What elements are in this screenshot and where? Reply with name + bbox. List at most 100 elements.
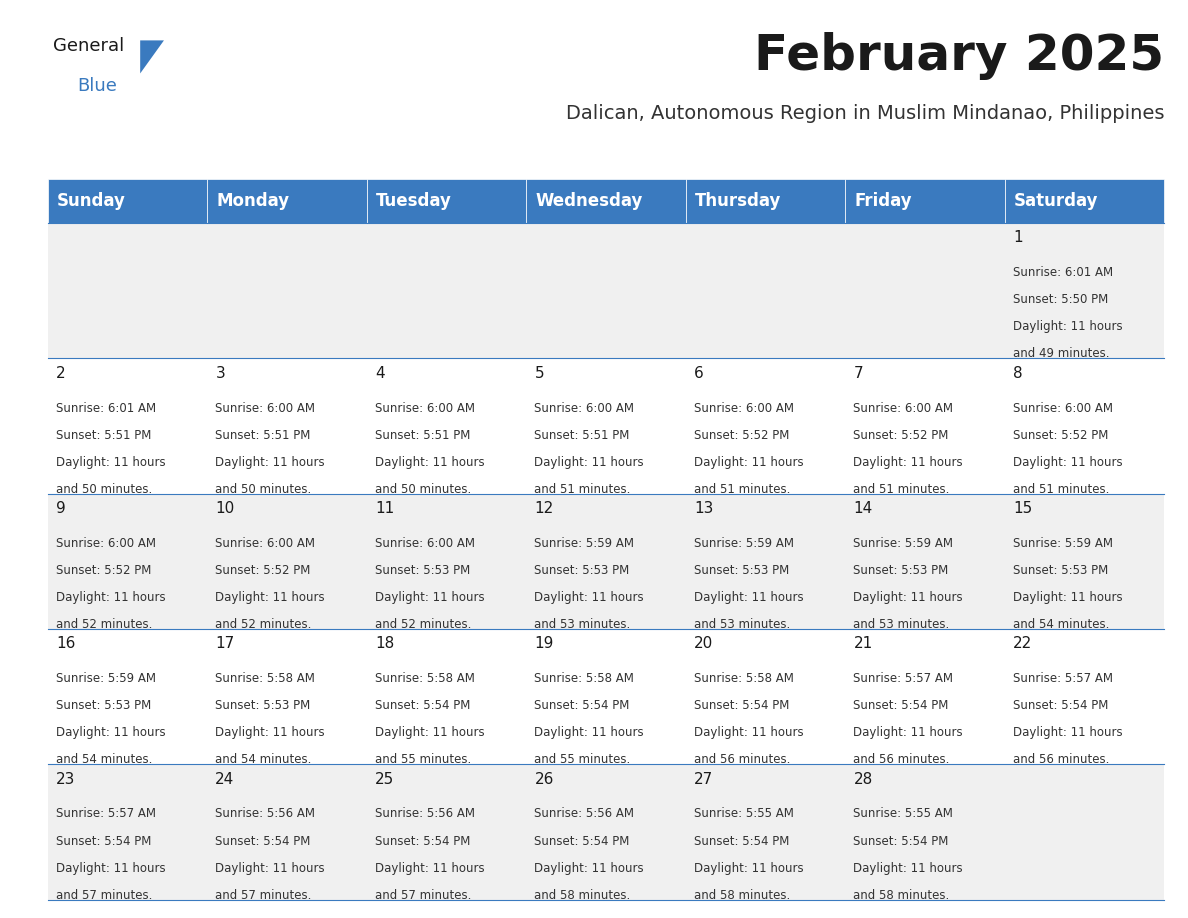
- Text: Sunrise: 5:58 AM: Sunrise: 5:58 AM: [215, 672, 315, 685]
- Text: Daylight: 11 hours: Daylight: 11 hours: [853, 862, 963, 875]
- Text: Sunset: 5:52 PM: Sunset: 5:52 PM: [215, 564, 311, 577]
- Text: 6: 6: [694, 365, 703, 381]
- Text: and 52 minutes.: and 52 minutes.: [215, 618, 311, 631]
- Text: Sunday: Sunday: [57, 192, 126, 210]
- Bar: [526, 494, 685, 629]
- Text: Sunrise: 5:59 AM: Sunrise: 5:59 AM: [535, 537, 634, 550]
- Text: Daylight: 11 hours: Daylight: 11 hours: [853, 726, 963, 739]
- Text: Daylight: 11 hours: Daylight: 11 hours: [375, 862, 485, 875]
- Text: Sunset: 5:53 PM: Sunset: 5:53 PM: [375, 564, 470, 577]
- Bar: [685, 765, 845, 900]
- Text: 5: 5: [535, 365, 544, 381]
- Text: and 55 minutes.: and 55 minutes.: [535, 754, 631, 767]
- Bar: [207, 358, 367, 494]
- Text: Sunrise: 5:56 AM: Sunrise: 5:56 AM: [375, 808, 475, 821]
- Text: Sunrise: 5:55 AM: Sunrise: 5:55 AM: [694, 808, 794, 821]
- Bar: [48, 765, 207, 900]
- Text: and 51 minutes.: and 51 minutes.: [535, 483, 631, 496]
- Text: 1: 1: [1013, 230, 1023, 245]
- Polygon shape: [140, 40, 164, 73]
- Text: 22: 22: [1013, 636, 1032, 652]
- Bar: [845, 629, 1005, 765]
- Text: Tuesday: Tuesday: [377, 192, 451, 210]
- Text: and 54 minutes.: and 54 minutes.: [56, 754, 152, 767]
- Text: Sunrise: 5:57 AM: Sunrise: 5:57 AM: [853, 672, 954, 685]
- Text: and 58 minutes.: and 58 minutes.: [853, 889, 949, 901]
- Text: and 51 minutes.: and 51 minutes.: [1013, 483, 1110, 496]
- Text: Daylight: 11 hours: Daylight: 11 hours: [56, 455, 165, 469]
- Text: Daylight: 11 hours: Daylight: 11 hours: [1013, 320, 1123, 333]
- Bar: [1005, 223, 1164, 358]
- Text: Daylight: 11 hours: Daylight: 11 hours: [215, 455, 326, 469]
- Text: Sunrise: 5:57 AM: Sunrise: 5:57 AM: [1013, 672, 1113, 685]
- Bar: [526, 358, 685, 494]
- Text: and 52 minutes.: and 52 minutes.: [56, 618, 152, 631]
- Bar: [685, 358, 845, 494]
- Text: Sunrise: 5:55 AM: Sunrise: 5:55 AM: [853, 808, 953, 821]
- Text: Daylight: 11 hours: Daylight: 11 hours: [694, 455, 803, 469]
- Text: 23: 23: [56, 772, 75, 787]
- Text: Sunrise: 6:00 AM: Sunrise: 6:00 AM: [535, 401, 634, 415]
- Bar: [845, 358, 1005, 494]
- Text: Sunrise: 5:58 AM: Sunrise: 5:58 AM: [694, 672, 794, 685]
- Text: and 53 minutes.: and 53 minutes.: [694, 618, 790, 631]
- Text: Sunset: 5:52 PM: Sunset: 5:52 PM: [853, 429, 949, 442]
- Text: Sunset: 5:54 PM: Sunset: 5:54 PM: [853, 700, 949, 712]
- Bar: [207, 179, 367, 223]
- Text: 3: 3: [215, 365, 225, 381]
- Text: Sunset: 5:54 PM: Sunset: 5:54 PM: [853, 834, 949, 847]
- Bar: [526, 223, 685, 358]
- Text: Sunrise: 5:59 AM: Sunrise: 5:59 AM: [1013, 537, 1113, 550]
- Text: Sunrise: 5:59 AM: Sunrise: 5:59 AM: [56, 672, 156, 685]
- Text: Daylight: 11 hours: Daylight: 11 hours: [535, 455, 644, 469]
- Text: and 55 minutes.: and 55 minutes.: [375, 754, 472, 767]
- Text: Sunrise: 5:58 AM: Sunrise: 5:58 AM: [535, 672, 634, 685]
- Bar: [845, 765, 1005, 900]
- Text: and 54 minutes.: and 54 minutes.: [1013, 618, 1110, 631]
- Bar: [685, 223, 845, 358]
- Text: and 51 minutes.: and 51 minutes.: [694, 483, 790, 496]
- Text: Sunrise: 5:59 AM: Sunrise: 5:59 AM: [853, 537, 954, 550]
- Text: and 57 minutes.: and 57 minutes.: [56, 889, 152, 901]
- Text: and 50 minutes.: and 50 minutes.: [56, 483, 152, 496]
- Text: Sunrise: 5:58 AM: Sunrise: 5:58 AM: [375, 672, 475, 685]
- Text: and 56 minutes.: and 56 minutes.: [694, 754, 790, 767]
- Text: Sunrise: 5:56 AM: Sunrise: 5:56 AM: [215, 808, 315, 821]
- Text: and 58 minutes.: and 58 minutes.: [694, 889, 790, 901]
- Bar: [526, 629, 685, 765]
- Bar: [1005, 179, 1164, 223]
- Bar: [845, 494, 1005, 629]
- Bar: [367, 223, 526, 358]
- Text: Thursday: Thursday: [695, 192, 782, 210]
- Text: Daylight: 11 hours: Daylight: 11 hours: [535, 862, 644, 875]
- Text: Sunrise: 6:00 AM: Sunrise: 6:00 AM: [1013, 401, 1113, 415]
- Text: 11: 11: [375, 501, 394, 516]
- Bar: [367, 494, 526, 629]
- Text: Sunset: 5:53 PM: Sunset: 5:53 PM: [853, 564, 949, 577]
- Text: Sunset: 5:50 PM: Sunset: 5:50 PM: [1013, 293, 1108, 307]
- Text: Daylight: 11 hours: Daylight: 11 hours: [215, 862, 326, 875]
- Text: Daylight: 11 hours: Daylight: 11 hours: [1013, 591, 1123, 604]
- Text: 4: 4: [375, 365, 385, 381]
- Text: 17: 17: [215, 636, 234, 652]
- Text: Sunset: 5:54 PM: Sunset: 5:54 PM: [56, 834, 151, 847]
- Text: Sunrise: 5:56 AM: Sunrise: 5:56 AM: [535, 808, 634, 821]
- Text: Sunrise: 6:00 AM: Sunrise: 6:00 AM: [215, 537, 315, 550]
- Text: 25: 25: [375, 772, 394, 787]
- Bar: [1005, 358, 1164, 494]
- Bar: [845, 223, 1005, 358]
- Text: and 50 minutes.: and 50 minutes.: [375, 483, 472, 496]
- Bar: [685, 629, 845, 765]
- Text: 2: 2: [56, 365, 65, 381]
- Text: Daylight: 11 hours: Daylight: 11 hours: [694, 591, 803, 604]
- Text: Daylight: 11 hours: Daylight: 11 hours: [375, 591, 485, 604]
- Text: 13: 13: [694, 501, 713, 516]
- Text: February 2025: February 2025: [754, 32, 1164, 80]
- Bar: [48, 358, 207, 494]
- Text: Daylight: 11 hours: Daylight: 11 hours: [375, 726, 485, 739]
- Text: and 56 minutes.: and 56 minutes.: [1013, 754, 1110, 767]
- Text: Sunset: 5:54 PM: Sunset: 5:54 PM: [535, 834, 630, 847]
- Bar: [685, 179, 845, 223]
- Text: and 57 minutes.: and 57 minutes.: [375, 889, 472, 901]
- Text: Sunset: 5:52 PM: Sunset: 5:52 PM: [1013, 429, 1108, 442]
